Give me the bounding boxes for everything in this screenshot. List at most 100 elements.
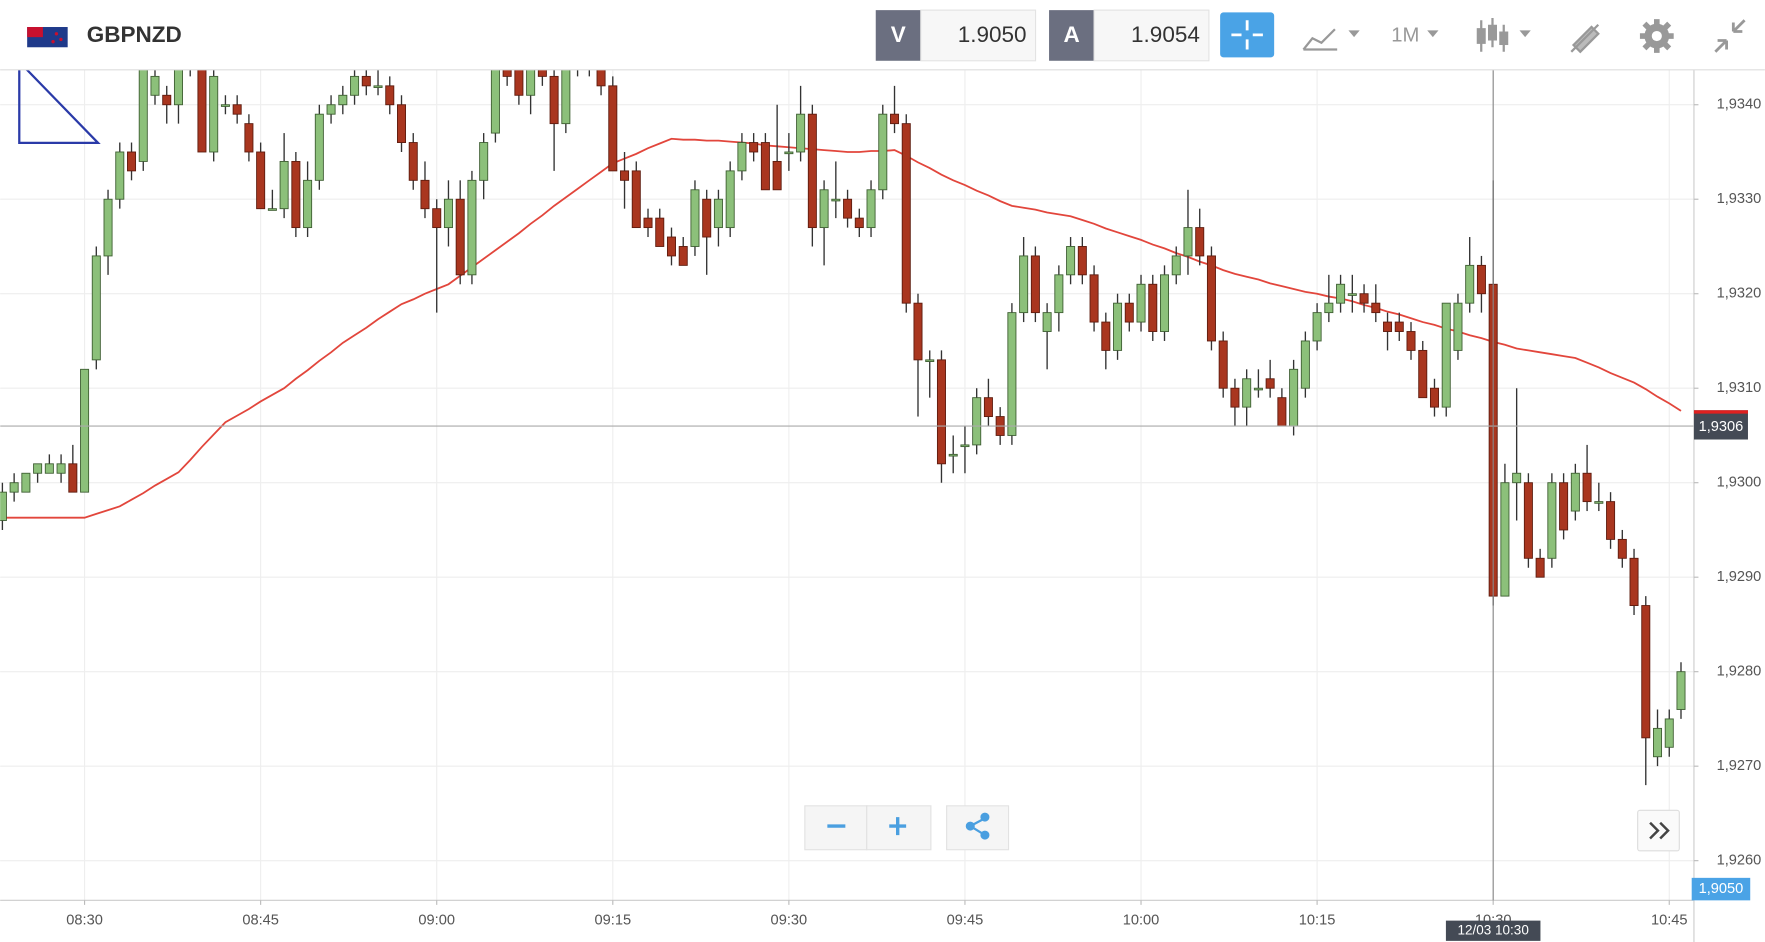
candle-body [1359, 293, 1369, 304]
candle-body [1054, 274, 1064, 314]
timeframe[interactable]: 1M [1391, 24, 1419, 46]
candle-body [1523, 482, 1533, 559]
x-tick-label: 08:45 [242, 912, 279, 928]
candle-body [1007, 312, 1017, 436]
candle-body [1030, 255, 1040, 314]
candle-body [256, 151, 266, 210]
candle-body [1641, 605, 1651, 739]
buy-label: A [1063, 22, 1079, 47]
candle-body [1406, 331, 1416, 351]
scroll-right-button[interactable] [1637, 809, 1680, 852]
candle-body [1394, 321, 1404, 332]
current-price-tag [1693, 410, 1748, 440]
candle-body [432, 208, 442, 229]
candle-body [878, 113, 888, 191]
share-button[interactable] [946, 805, 1010, 851]
candle-body [1664, 718, 1674, 748]
candle-body [408, 142, 418, 181]
candle-body [1465, 264, 1475, 304]
candle-body [373, 85, 383, 88]
candle-body [314, 113, 324, 181]
candle-body [1336, 283, 1346, 304]
candle-body [514, 69, 524, 96]
axes: 1,9260 1,9270 1,9280 1,9290 1,9300 1,9310 1,93… [66, 69, 1762, 941]
candle-body [1441, 302, 1451, 408]
sell-button[interactable] [875, 10, 921, 61]
zoom-out-button[interactable] [804, 805, 868, 851]
candle-body [1160, 274, 1170, 332]
candle-body [1206, 255, 1216, 342]
bid-price-tag [1691, 877, 1751, 901]
timeframe-caret [1427, 30, 1439, 38]
candle-type-button[interactable] [1476, 18, 1531, 52]
candle-body [655, 217, 665, 247]
candle-body [232, 104, 242, 115]
candle-body [1324, 302, 1334, 314]
y-tick-label: 1,9270 [1717, 758, 1762, 774]
moving-average-line [2, 137, 1682, 519]
buy-price: 1.9054 [1131, 22, 1200, 47]
candle-body [68, 463, 78, 493]
candle-body [666, 236, 676, 257]
candle-body [1195, 227, 1205, 257]
candle-body [1265, 378, 1275, 389]
drawing-tool-button[interactable] [1570, 23, 1600, 54]
candle-body [936, 359, 946, 465]
sell-price-box[interactable] [920, 9, 1037, 62]
candle-body [1148, 283, 1158, 332]
candle-body [713, 198, 723, 229]
zoom-in-button[interactable] [866, 805, 932, 851]
candle-body [103, 198, 113, 257]
candle-body [913, 302, 923, 361]
candle-body [138, 69, 148, 162]
candle-body [1453, 302, 1463, 351]
y-tick-label: 1,9300 [1717, 475, 1762, 491]
candle-body [901, 123, 911, 304]
candle-body [760, 142, 770, 191]
candle-body [1113, 302, 1123, 351]
candle-body [596, 69, 606, 87]
x-tick-label: 09:00 [418, 912, 455, 928]
collapse-button[interactable] [1714, 19, 1746, 53]
candle-body [1124, 302, 1134, 323]
sell-price: 1.9050 [958, 22, 1027, 47]
x-tick-label: 10:00 [1123, 912, 1160, 928]
drawn-triangle[interactable] [18, 59, 101, 145]
buy-price-box[interactable] [1093, 9, 1210, 62]
candle-body [1089, 274, 1099, 323]
candle-body [385, 85, 395, 106]
y-tick-label: 1,9290 [1717, 569, 1762, 585]
settings-button[interactable] [1639, 19, 1674, 53]
candle-body [1429, 387, 1439, 408]
candle-body [1383, 321, 1393, 332]
candle-body [854, 217, 864, 229]
crosshair-tag [1445, 920, 1541, 941]
candle-body [702, 198, 712, 238]
candle-body [350, 75, 360, 96]
candle-body [549, 75, 559, 125]
candle-body [925, 359, 935, 363]
candle-body [1312, 312, 1322, 342]
candle-body [1171, 255, 1181, 276]
candle-body [843, 198, 853, 219]
y-tick-label: 1,9340 [1717, 97, 1762, 113]
candle-body [631, 170, 641, 229]
current-price-label: 1,9306 [1699, 419, 1744, 435]
crosshair-button[interactable] [1220, 12, 1275, 58]
candle-body [127, 151, 137, 172]
candle-body [338, 94, 348, 106]
candle-body [162, 94, 172, 106]
chart-type-button[interactable] [1302, 28, 1360, 51]
candle-body [209, 75, 219, 153]
candle-body [9, 482, 19, 493]
candle-body [279, 160, 289, 210]
candle-body [173, 69, 183, 106]
candle-body [1582, 472, 1592, 503]
candle-body [1512, 472, 1522, 484]
candle-body [1136, 283, 1146, 323]
candle-body [267, 208, 277, 211]
candle-body [244, 123, 254, 153]
candle-body [1676, 671, 1686, 710]
buy-button[interactable] [1049, 10, 1095, 61]
candle-body [80, 368, 90, 493]
